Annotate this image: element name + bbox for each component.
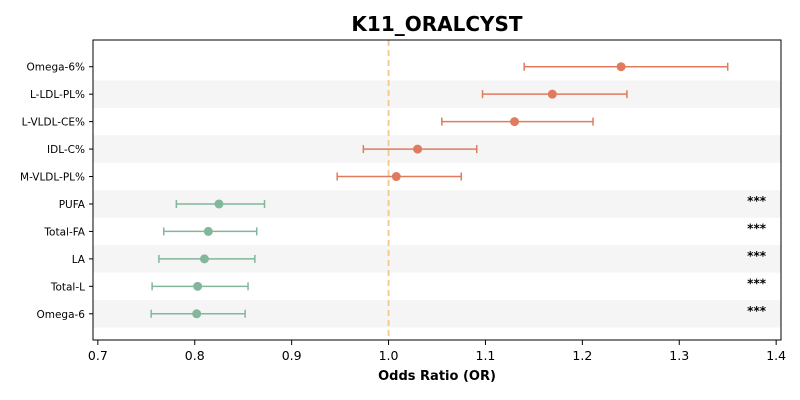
point-estimate [547,89,557,99]
y-tick-label: PUFA [59,199,86,211]
chart-marks: *** *** *** *** *** [150,62,767,319]
x-tick-label: 1.4 [766,348,786,363]
estimate-row: *** [150,304,767,319]
point-estimate [616,62,626,72]
estimate-row: *** [175,194,767,209]
x-tick-label: 1.0 [379,348,399,363]
estimate-row [441,117,594,127]
x-tick-label: 0.9 [282,348,302,363]
x-tick-label: 0.7 [88,348,108,363]
estimate-row: *** [162,221,767,236]
y-axis: Omega-6% L-LDL-PL% L-VLDL-CE% IDL-C% M-VLDL-… [20,62,93,321]
y-tick-label: Omega-6 [36,309,85,321]
x-axis-title: Odds Ratio (OR) [378,369,496,384]
x-tick-label: 1.2 [572,348,592,363]
significance-label: *** [747,276,767,290]
y-tick-label: Total-FA [43,226,85,238]
point-estimate [192,309,202,319]
estimate-row [523,62,729,72]
point-estimate [203,226,213,236]
estimate-row [336,172,462,182]
x-tick-label: 1.3 [669,348,689,363]
y-tick-label: IDL-C% [47,144,85,156]
point-estimate [199,254,209,264]
estimate-row: *** [151,276,767,291]
y-tick-label: L-VLDL-CE% [22,117,85,129]
point-estimate [413,144,423,154]
y-tick-label: M-VLDL-PL% [20,172,85,184]
point-estimate [391,172,401,182]
chart-title: K11_ORALCYST [351,12,523,36]
point-estimate [193,281,203,291]
estimate-row: *** [158,249,767,264]
estimate-row [481,89,628,99]
point-estimate [510,117,520,127]
x-tick-label: 0.8 [185,348,205,363]
y-tick-label: LA [72,254,86,266]
estimate-row [362,144,478,154]
x-tick-label: 1.1 [476,348,496,363]
significance-label: *** [747,304,767,318]
x-axis: 0.7 0.8 0.9 1.0 1.1 1.2 1.3 1.4 [88,340,786,363]
plot-frame [92,39,782,341]
significance-label: *** [747,249,767,263]
significance-label: *** [747,221,767,235]
y-tick-label: Total-L [50,281,85,293]
point-estimate [214,199,224,209]
y-tick-label: Omega-6% [27,62,86,74]
row-band [93,80,781,108]
y-tick-label: L-LDL-PL% [30,89,85,101]
significance-label: *** [747,194,767,208]
